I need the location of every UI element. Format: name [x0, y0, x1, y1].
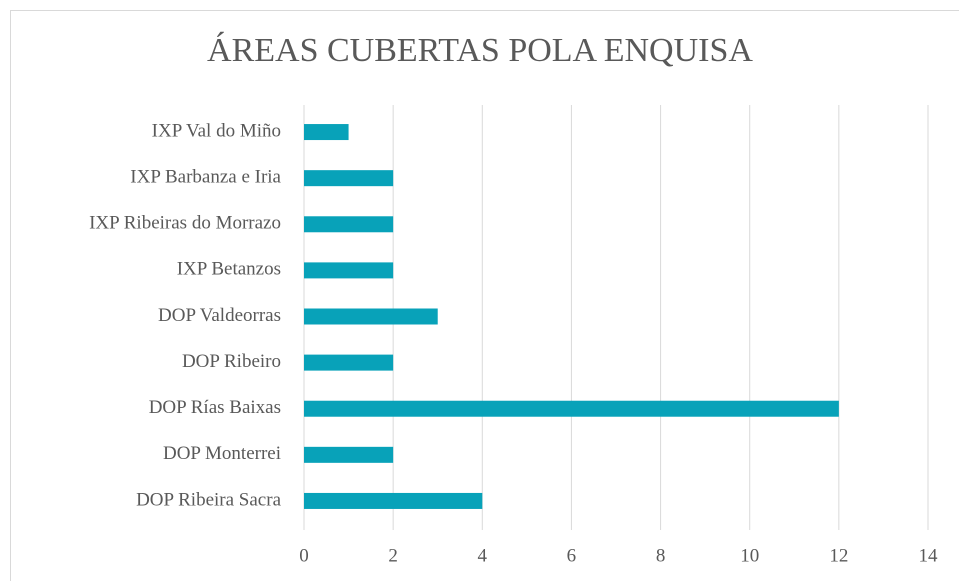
x-tick-label: 14 [919, 545, 939, 566]
y-tick-label: DOP Ribeiro [182, 351, 281, 372]
x-tick-label: 0 [299, 545, 309, 566]
bar [304, 446, 394, 463]
x-tick-label: 2 [388, 545, 398, 566]
y-tick-label: IXP Val do Miño [152, 120, 281, 141]
chart-frame [10, 10, 959, 581]
y-tick-label: DOP Valdeorras [158, 305, 281, 326]
y-tick-label: DOP Monterrei [163, 443, 281, 464]
bar [304, 308, 438, 325]
y-tick-label: DOP Rías Baixas [149, 397, 281, 418]
bar [304, 262, 394, 279]
y-tick-label: IXP Ribeiras do Morrazo [89, 213, 281, 234]
bar [304, 492, 483, 509]
x-tick-label: 8 [656, 545, 666, 566]
x-tick-label: 12 [829, 545, 848, 566]
bar [304, 354, 394, 371]
bar [304, 124, 349, 141]
bar [304, 216, 394, 233]
x-tick-label: 10 [740, 545, 759, 566]
y-tick-label: DOP Ribeira Sacra [136, 489, 281, 510]
y-tick-label: IXP Betanzos [177, 259, 281, 280]
y-tick-label: IXP Barbanza e Iria [130, 167, 281, 188]
bar [304, 170, 394, 187]
x-tick-label: 6 [567, 545, 577, 566]
bar [304, 400, 839, 417]
x-tick-label: 4 [478, 545, 488, 566]
chart-title: ÁREAS CUBERTAS POLA ENQUISA [207, 32, 753, 69]
